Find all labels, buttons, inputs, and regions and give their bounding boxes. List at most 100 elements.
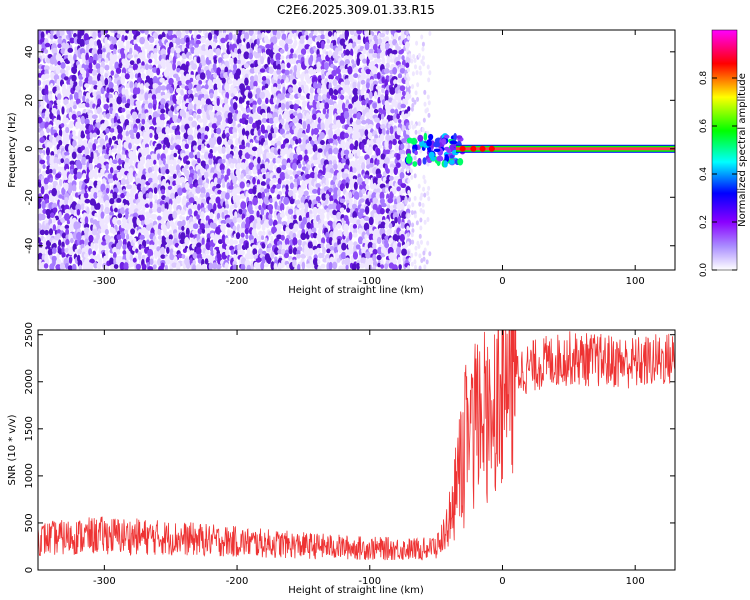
spec-cell	[110, 117, 115, 124]
spec-cell	[374, 58, 378, 64]
spec-cell	[173, 152, 178, 158]
spec-cell	[200, 127, 207, 134]
spec-cell	[248, 253, 255, 260]
spec-cell	[176, 99, 182, 105]
spec-cell	[313, 213, 317, 219]
spec-cell	[410, 175, 414, 181]
spec-cell	[251, 151, 257, 157]
spec-cell	[50, 30, 54, 35]
spec-cell	[351, 59, 355, 65]
spec-cell	[333, 163, 338, 170]
spec-cell	[117, 138, 122, 146]
spec-cell	[348, 94, 353, 100]
spec-cell	[307, 37, 313, 45]
spec-cell	[295, 209, 301, 216]
spec-cell	[357, 89, 362, 95]
spec-cell	[321, 193, 327, 201]
snr-xtick-label: -200	[226, 576, 249, 587]
spec-cell	[80, 133, 86, 139]
spec-cell	[320, 89, 327, 94]
spec-cell	[71, 151, 77, 160]
spec-cell	[232, 175, 237, 185]
spec-cell	[80, 217, 85, 223]
spec-cell	[353, 181, 358, 191]
spec-cell	[197, 177, 204, 187]
spec-cell	[148, 58, 153, 64]
spec-cell	[247, 146, 254, 155]
spec-cell	[413, 57, 417, 63]
spec-cell	[404, 95, 410, 101]
spec-cell	[68, 32, 72, 39]
spec-cell	[233, 102, 238, 111]
spec-cell	[38, 92, 42, 100]
spec-cell	[223, 53, 230, 59]
spec-cell	[344, 78, 351, 86]
spec-cell	[96, 122, 101, 129]
spec-cell	[181, 216, 186, 222]
spec-cell	[353, 145, 358, 151]
spec-cell	[55, 173, 62, 179]
spec-cell	[80, 203, 85, 211]
spec-cell	[187, 102, 194, 111]
spec-cell	[261, 128, 266, 134]
spec-cell	[140, 68, 145, 74]
spec-cell	[316, 152, 321, 160]
spec-cell	[193, 132, 197, 139]
spec-cell	[55, 233, 62, 239]
spec-cell	[321, 74, 325, 80]
spec-cell	[176, 52, 181, 58]
spec-cell	[368, 146, 373, 156]
spec-cell	[410, 120, 414, 126]
spec-cell	[148, 37, 155, 44]
spec-cell	[105, 46, 111, 54]
spec-cell	[211, 123, 218, 129]
spec-cell	[47, 32, 51, 39]
spec-cell	[204, 125, 210, 132]
spec-cell	[165, 255, 171, 265]
spec-cell	[365, 185, 370, 190]
spec-cell	[131, 154, 138, 162]
spec-cell	[125, 130, 129, 137]
spec-cell	[365, 112, 371, 119]
spec-cell	[215, 226, 221, 235]
spec-cell	[235, 137, 239, 146]
spec-cell	[169, 192, 176, 200]
spec-cell	[138, 191, 144, 199]
spec-cell	[265, 30, 272, 34]
spec-cell	[449, 144, 454, 151]
spectrogram-ylabel: Frequency (Hz)	[7, 112, 18, 188]
spec-cell	[240, 77, 245, 84]
spec-cell	[88, 88, 94, 93]
spec-cell	[418, 201, 422, 207]
spec-cell	[397, 242, 402, 249]
spec-cell	[276, 194, 281, 200]
spec-cell	[96, 253, 101, 260]
spec-cell	[65, 69, 69, 77]
spec-cell	[187, 204, 194, 210]
spec-cell	[331, 69, 337, 77]
spec-cell	[280, 92, 285, 101]
spec-cell	[276, 31, 281, 40]
spec-cell	[423, 192, 427, 198]
spec-cell	[72, 135, 78, 140]
spec-cell	[125, 136, 131, 142]
spec-cell	[410, 252, 414, 258]
spec-cell	[426, 240, 430, 246]
spec-cell	[258, 204, 262, 211]
spec-cell	[181, 197, 187, 207]
spec-cell	[296, 253, 302, 259]
spec-cell	[69, 160, 76, 166]
spec-cell	[128, 142, 132, 150]
spec-cell	[256, 235, 262, 242]
spec-cell	[52, 168, 57, 175]
spec-cell	[275, 183, 281, 190]
spec-cell	[76, 209, 81, 216]
spec-cell	[401, 248, 408, 256]
spec-cell	[95, 119, 102, 124]
spec-cell	[208, 53, 214, 62]
spec-cell	[419, 217, 423, 223]
spec-cell	[306, 217, 311, 224]
spec-cell	[352, 217, 358, 226]
spec-cell	[129, 104, 133, 110]
spec-cell	[227, 139, 234, 146]
